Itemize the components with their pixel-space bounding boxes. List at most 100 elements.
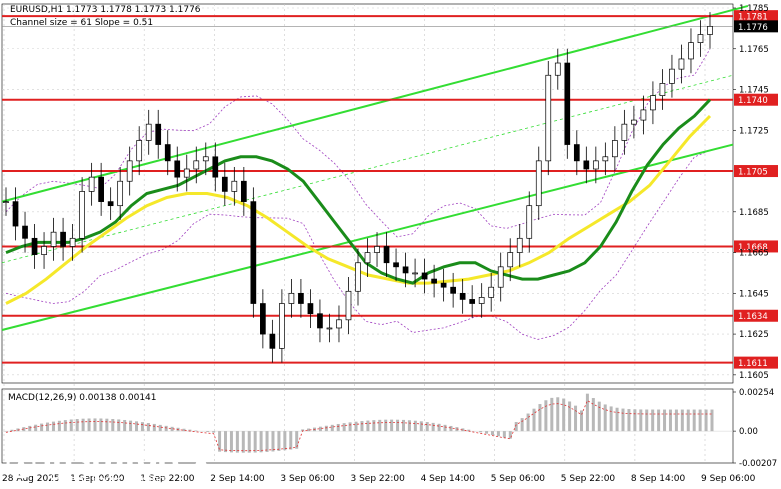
candle-body	[707, 25, 713, 35]
macd-histogram-bar	[366, 420, 370, 432]
x-tick-label: 28 Aug 2025	[2, 474, 60, 484]
macd-histogram-bar	[10, 429, 14, 432]
candle-body	[183, 168, 190, 178]
macd-histogram-bar	[585, 393, 589, 432]
macd-histogram-bar	[384, 419, 388, 432]
y-tick-label: 1.1685	[739, 208, 769, 218]
price-frame	[1, 3, 734, 384]
candle-body	[421, 272, 428, 280]
candle-body	[31, 237, 38, 255]
macd-histogram-bar	[307, 428, 311, 432]
candle-body	[659, 83, 666, 96]
macd-histogram-bar	[99, 418, 103, 432]
candle-body	[107, 201, 114, 207]
macd-histogram-bar	[419, 421, 423, 432]
x-tick-label: 1 Sep 22:00	[140, 474, 195, 484]
macd-histogram-bar	[437, 423, 441, 432]
x-tick-label: 3 Sep 22:00	[351, 474, 406, 484]
bollinger-bands	[5, 48, 711, 340]
macd-histogram-bar	[265, 431, 269, 452]
macd-histogram-bar	[271, 431, 275, 452]
candle-body	[450, 286, 456, 294]
level-tag	[734, 309, 778, 322]
macd-histogram-bar	[680, 409, 684, 432]
macd-histogram-bar	[425, 422, 429, 432]
macd-histogram-bar	[621, 408, 625, 432]
macd-histogram-bar	[674, 409, 678, 432]
candle-body	[345, 290, 352, 321]
macd-histogram-bar	[81, 418, 85, 432]
candle-body	[279, 303, 285, 349]
candle-body	[545, 74, 552, 162]
macd-histogram-bar	[277, 431, 281, 451]
level-tag	[734, 93, 778, 106]
macd-histogram-bar	[123, 419, 127, 432]
macd-histogram-bar	[354, 421, 358, 432]
macd-histogram-bar	[645, 409, 649, 432]
macd-histogram-bar	[93, 418, 97, 432]
macd-histogram-bar	[591, 398, 595, 432]
y-tick-label: 1.1765	[739, 45, 769, 55]
bollinger-upper	[5, 48, 711, 238]
candle-body	[554, 62, 561, 76]
level-tag	[734, 356, 778, 369]
macd-histogram-bar	[51, 421, 55, 432]
macd-histogram-bar	[615, 407, 619, 432]
macd-histogram-bar	[431, 422, 435, 432]
macd-histogram-bar	[283, 431, 287, 451]
current-price-label: 1.1776	[738, 23, 768, 33]
candle-body	[440, 282, 447, 288]
macd-histogram-bar	[253, 431, 257, 453]
macd-histogram-bar	[46, 422, 50, 432]
macd-histogram-bar	[378, 419, 382, 432]
macd-histogram-bar	[710, 409, 714, 432]
macd-histogram-bar	[170, 426, 174, 432]
y-tick-label: 1.1645	[739, 289, 769, 299]
macd-histogram-bar	[449, 425, 453, 432]
macd-histogram-bar	[597, 401, 601, 432]
candle-body	[478, 297, 485, 304]
candle-body	[374, 246, 380, 253]
level-tag	[734, 165, 778, 178]
macd-histogram-bar	[40, 423, 44, 432]
macd-histogram-bar	[479, 431, 483, 433]
candle-body	[631, 119, 637, 125]
macd-histogram-bar	[224, 431, 228, 453]
macd-histogram-bar	[490, 431, 494, 435]
y-tick-label: 1.1725	[739, 126, 769, 136]
macd-panel: 0.00254 0.00 -0.00207	[2, 388, 777, 469]
regression-channel	[1, 4, 749, 331]
candle-body	[145, 123, 152, 141]
candle-body	[22, 225, 28, 239]
macd-histogram-bar	[467, 429, 471, 432]
macd-histogram-bar	[152, 423, 156, 432]
macd-histogram-bar	[556, 397, 560, 432]
candle-body	[298, 292, 304, 304]
macd-histogram-bar	[657, 409, 661, 432]
candle-body	[355, 262, 361, 292]
macd-histogram-bar	[129, 420, 133, 432]
macd-histogram-bar	[407, 420, 411, 432]
candle-body	[88, 176, 95, 192]
x-tick-label: 5 Sep 06:00	[491, 474, 546, 484]
candle-body	[469, 299, 476, 304]
macd-histogram-bar	[212, 431, 216, 433]
macd-histogram-bar	[34, 424, 38, 432]
instaforex-logo-icon	[6, 449, 36, 479]
macd-histogram-bar	[318, 426, 322, 432]
macd-histogram-bar	[562, 398, 566, 432]
macd-tick-label: 0.00254	[739, 388, 774, 398]
macd-histogram-bar	[508, 431, 512, 439]
macd-histogram-bar	[514, 422, 518, 432]
level-label: 1.1740	[738, 96, 768, 106]
macd-histogram-bar	[295, 431, 299, 449]
y-tick-label: 1.1605	[739, 371, 769, 381]
macd-histogram-bar	[69, 419, 73, 432]
macd-histogram-bar	[206, 431, 210, 433]
price-axis: 1.17851.17651.17451.17251.16851.16651.16…	[733, 4, 769, 381]
macd-histogram-bar	[146, 423, 150, 432]
candle-body	[250, 201, 257, 304]
macd-histogram-bar	[443, 424, 447, 432]
macd-histogram-bar	[111, 418, 115, 432]
